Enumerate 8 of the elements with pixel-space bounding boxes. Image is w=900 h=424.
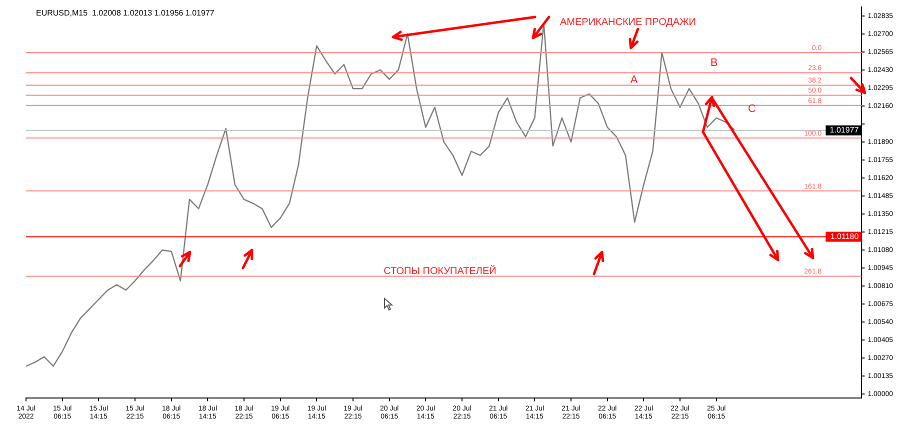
ref-line-label: 1.01977	[830, 126, 860, 135]
annotation: B	[710, 57, 718, 70]
annotation: АМЕРИКАНСКИЕ ПРОДАЖИ	[560, 16, 696, 28]
ref-line-label: 1.01180	[830, 232, 860, 241]
annotation: A	[630, 74, 638, 86]
chart-title: EURUSD,M15 1.02008 1.02013 1.01956 1.01977	[36, 8, 215, 18]
annotation: СТОПЫ ПОКУПАТЕЛЕЙ	[384, 264, 496, 277]
annotation: C	[748, 103, 756, 116]
